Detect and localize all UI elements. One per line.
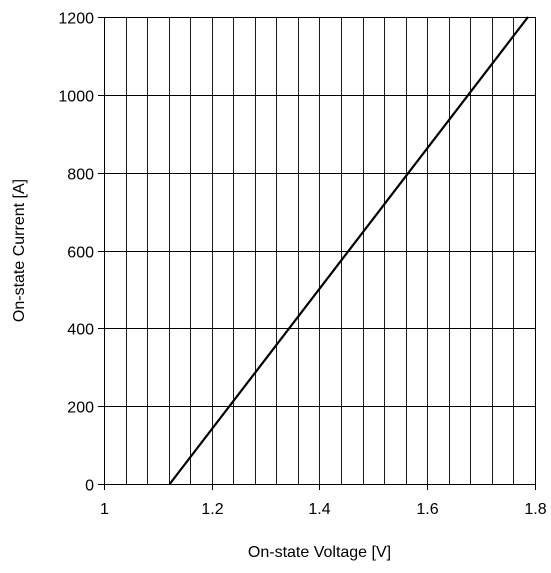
x-tick-label: 1.8 [524,501,546,518]
tick-marks [98,18,536,491]
series-layer [170,17,528,484]
x-tick-label: 1 [100,501,109,518]
y-tick-label: 400 [67,322,94,339]
y-tick-label: 1200 [58,11,94,28]
y-tick-label: 600 [67,245,94,262]
x-tick-label: 1.4 [308,501,330,518]
y-tick-label: 1000 [58,89,94,106]
y-tick-label: 800 [67,167,94,184]
x-axis-title: On-state Voltage [V] [248,544,391,561]
grid [104,17,535,484]
y-tick-label: 200 [67,400,94,417]
x-tick-label: 1.2 [201,501,223,518]
x-tick-label: 1.6 [416,501,438,518]
y-tick-label: 0 [85,478,94,495]
y-axis-title: On-state Current [A] [11,179,28,322]
data-line-1 [170,17,528,484]
